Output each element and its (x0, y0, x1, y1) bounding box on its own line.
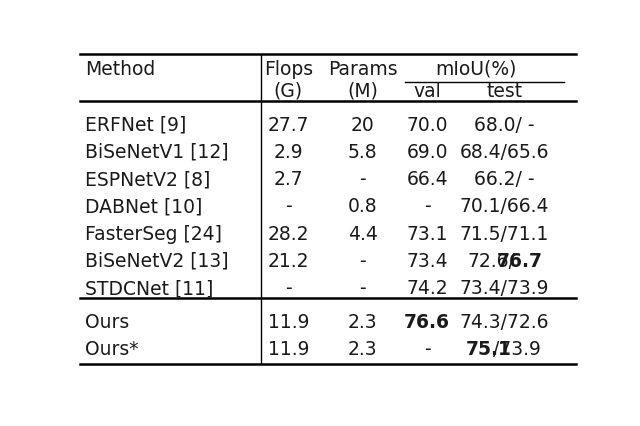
Text: 11.9: 11.9 (268, 313, 309, 332)
Text: mIoU(%): mIoU(%) (435, 60, 516, 79)
Text: 2.3: 2.3 (348, 340, 378, 359)
Text: ERFNet [9]: ERFNet [9] (85, 116, 186, 135)
Text: -: - (360, 279, 366, 298)
Text: Params: Params (328, 60, 397, 79)
Text: 2.7: 2.7 (273, 170, 303, 189)
Text: 66.2/ -: 66.2/ - (474, 170, 534, 189)
Text: test: test (486, 82, 522, 101)
Text: -: - (360, 252, 366, 271)
Text: -: - (285, 197, 292, 216)
Text: /73.9: /73.9 (493, 340, 541, 359)
Text: -: - (424, 197, 431, 216)
Text: 68.4/65.6: 68.4/65.6 (460, 143, 549, 162)
Text: -: - (285, 279, 292, 298)
Text: 69.0: 69.0 (406, 143, 448, 162)
Text: (G): (G) (274, 82, 303, 101)
Text: 72.6/: 72.6/ (468, 252, 515, 271)
Text: Flops: Flops (264, 60, 313, 79)
Text: 2.3: 2.3 (348, 313, 378, 332)
Text: 20: 20 (351, 116, 374, 135)
Text: val: val (413, 82, 441, 101)
Text: 27.7: 27.7 (268, 116, 309, 135)
Text: 11.9: 11.9 (268, 340, 309, 359)
Text: 71.5/71.1: 71.5/71.1 (460, 225, 548, 244)
Text: BiSeNetV1 [12]: BiSeNetV1 [12] (85, 143, 228, 162)
Text: (M): (M) (348, 82, 378, 101)
Text: 75.1: 75.1 (465, 340, 511, 359)
Text: 73.4: 73.4 (406, 252, 448, 271)
Text: 70.1/66.4: 70.1/66.4 (460, 197, 549, 216)
Text: 70.0: 70.0 (406, 116, 448, 135)
Text: Ours: Ours (85, 313, 129, 332)
Text: FasterSeg [24]: FasterSeg [24] (85, 225, 222, 244)
Text: 28.2: 28.2 (268, 225, 309, 244)
Text: 66.4: 66.4 (406, 170, 448, 189)
Text: 4.4: 4.4 (348, 225, 378, 244)
Text: Method: Method (85, 60, 156, 79)
Text: BiSeNetV2 [13]: BiSeNetV2 [13] (85, 252, 228, 271)
Text: 76.7: 76.7 (497, 252, 543, 271)
Text: 73.4/73.9: 73.4/73.9 (460, 279, 549, 298)
Text: Ours*: Ours* (85, 340, 138, 359)
Text: DABNet [10]: DABNet [10] (85, 197, 202, 216)
Text: 76.6: 76.6 (404, 313, 450, 332)
Text: 5.8: 5.8 (348, 143, 378, 162)
Text: -: - (360, 170, 366, 189)
Text: 0.8: 0.8 (348, 197, 378, 216)
Text: ESPNetV2 [8]: ESPNetV2 [8] (85, 170, 211, 189)
Text: 68.0/ -: 68.0/ - (474, 116, 534, 135)
Text: 73.1: 73.1 (406, 225, 448, 244)
Text: 21.2: 21.2 (268, 252, 309, 271)
Text: -: - (424, 340, 431, 359)
Text: STDCNet [11]: STDCNet [11] (85, 279, 213, 298)
Text: 74.3/72.6: 74.3/72.6 (460, 313, 549, 332)
Text: 2.9: 2.9 (273, 143, 303, 162)
Text: 74.2: 74.2 (406, 279, 448, 298)
